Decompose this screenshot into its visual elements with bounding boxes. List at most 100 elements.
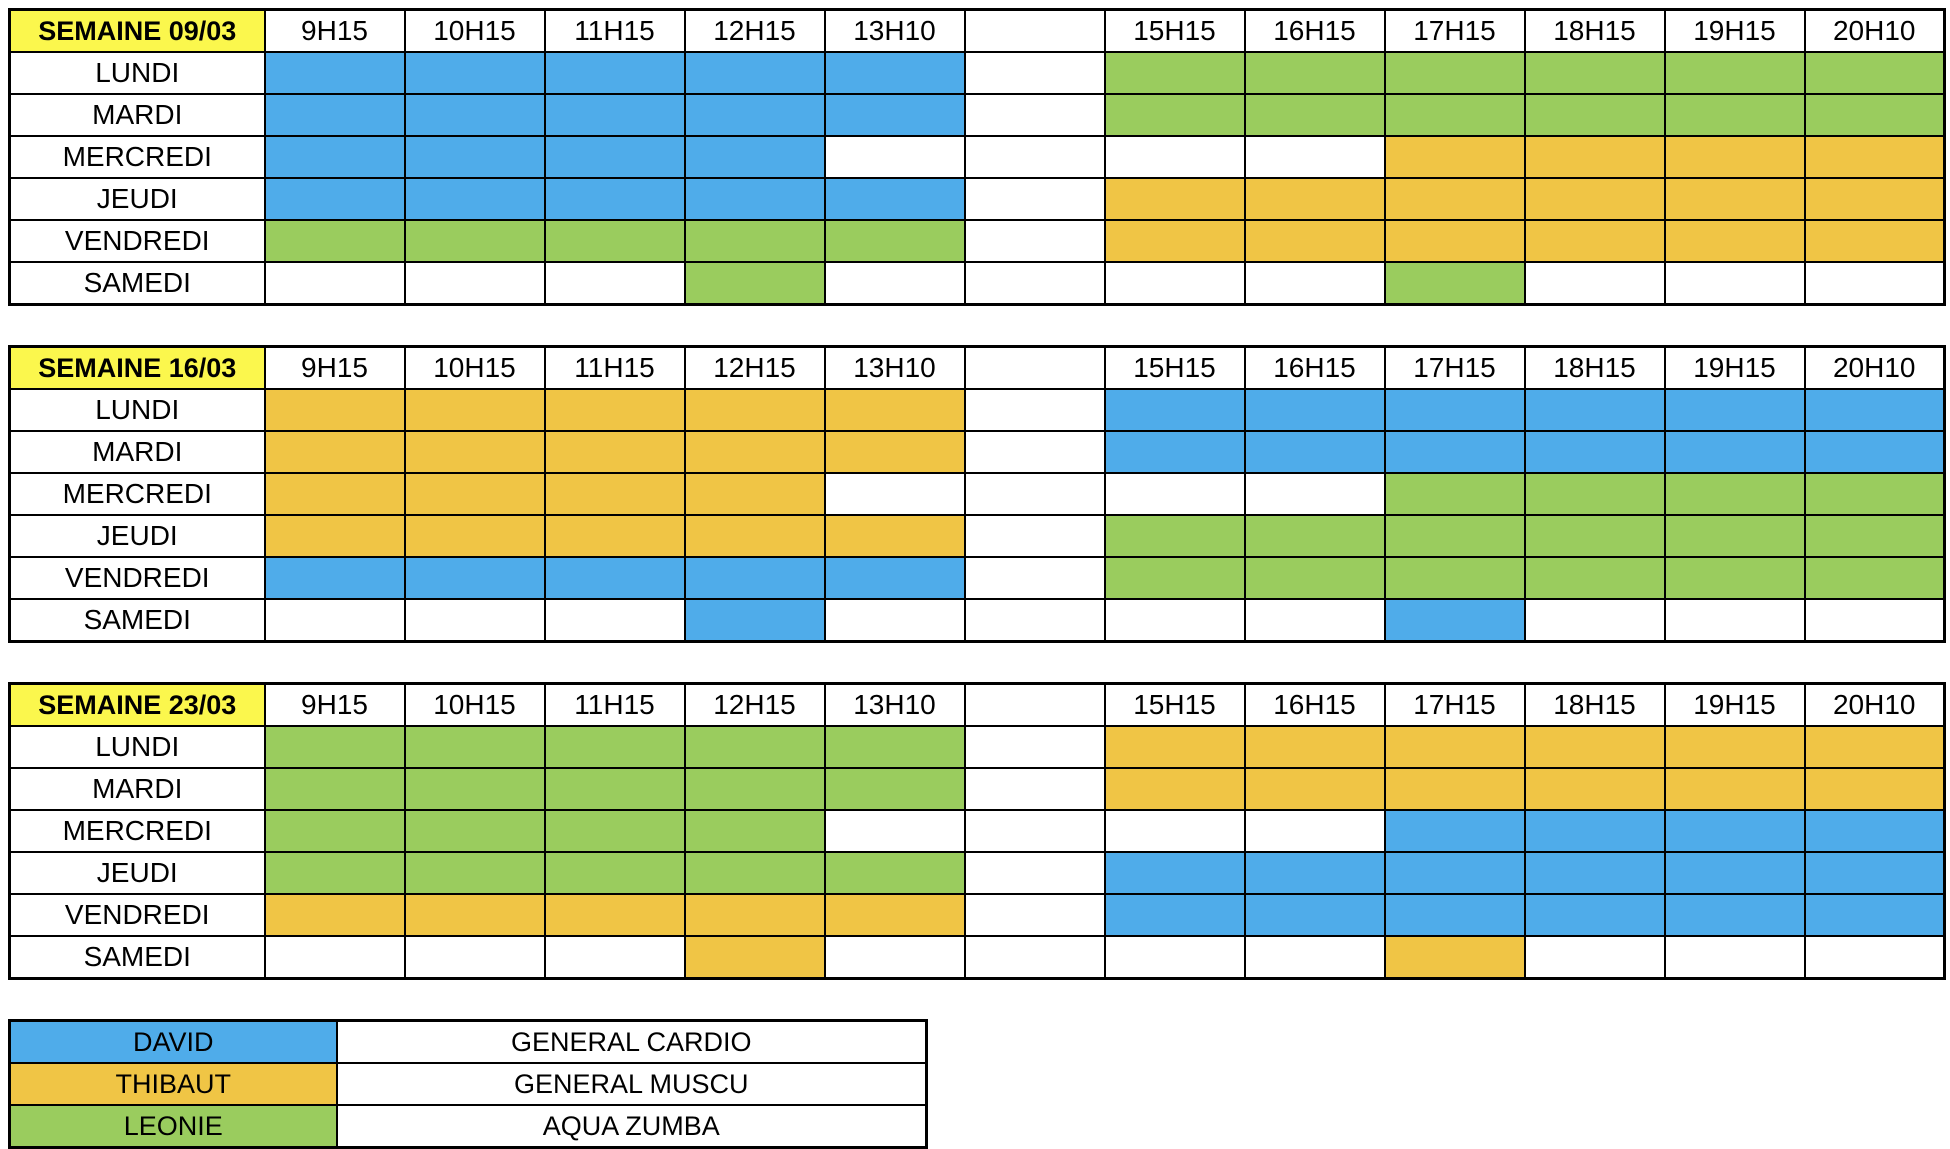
slot-david (1103, 893, 1246, 937)
time-header: 16H15 (1243, 345, 1386, 390)
slot-empty (543, 261, 686, 306)
slot-thibaut (823, 893, 966, 937)
slot-david (823, 93, 966, 137)
slot-david (543, 177, 686, 221)
slot-empty (263, 935, 406, 980)
time-header: 19H15 (1663, 682, 1806, 727)
slot-leonie (683, 851, 826, 895)
slot-empty (963, 809, 1106, 853)
slot-david (1383, 851, 1526, 895)
slot-empty (1243, 809, 1386, 853)
slot-leonie (1103, 514, 1246, 558)
slot-thibaut (1383, 177, 1526, 221)
slot-empty (1103, 472, 1246, 516)
slot-leonie (1383, 93, 1526, 137)
slot-leonie (1803, 472, 1946, 516)
day-label: SAMEDI (8, 935, 266, 980)
slot-empty (1103, 598, 1246, 643)
slot-empty (823, 809, 966, 853)
time-header: 15H15 (1103, 682, 1246, 727)
slot-thibaut (263, 893, 406, 937)
slot-david (403, 135, 546, 179)
slot-leonie (1103, 51, 1246, 95)
slot-leonie (543, 809, 686, 853)
slot-leonie (543, 851, 686, 895)
time-header: 16H15 (1243, 8, 1386, 53)
legend-name: THIBAUT (8, 1062, 338, 1106)
slot-david (1663, 388, 1806, 432)
slot-leonie (403, 219, 546, 263)
slot-empty (1243, 135, 1386, 179)
slot-empty (1243, 598, 1386, 643)
slot-thibaut (1243, 219, 1386, 263)
slot-david (543, 135, 686, 179)
slot-leonie (1803, 93, 1946, 137)
slot-empty (963, 219, 1106, 263)
slot-empty (963, 598, 1106, 643)
slot-thibaut (1523, 725, 1666, 769)
slot-empty (823, 261, 966, 306)
time-header: 10H15 (403, 682, 546, 727)
slot-empty (963, 430, 1106, 474)
slot-leonie (1383, 51, 1526, 95)
slot-empty (963, 767, 1106, 811)
slot-empty (1243, 261, 1386, 306)
time-header: 20H10 (1803, 682, 1946, 727)
slot-empty (403, 261, 546, 306)
day-label: LUNDI (8, 51, 266, 95)
time-header: 16H15 (1243, 682, 1386, 727)
slot-thibaut (1103, 177, 1246, 221)
day-label: LUNDI (8, 388, 266, 432)
slot-leonie (1663, 93, 1806, 137)
slot-empty (963, 893, 1106, 937)
slot-leonie (1523, 472, 1666, 516)
slot-empty (1803, 935, 1946, 980)
slot-empty (1523, 261, 1666, 306)
slot-david (683, 556, 826, 600)
gap-header (963, 8, 1106, 53)
slot-leonie (1663, 514, 1806, 558)
day-label: VENDREDI (8, 893, 266, 937)
slot-david (1243, 893, 1386, 937)
slot-leonie (1243, 51, 1386, 95)
slot-empty (963, 177, 1106, 221)
slot-david (263, 135, 406, 179)
time-header: 12H15 (683, 345, 826, 390)
slot-leonie (1243, 93, 1386, 137)
slot-david (543, 93, 686, 137)
slot-david (1523, 893, 1666, 937)
slot-leonie (823, 219, 966, 263)
slot-empty (963, 725, 1106, 769)
slot-leonie (1523, 556, 1666, 600)
day-label: JEUDI (8, 514, 266, 558)
slot-thibaut (543, 893, 686, 937)
slot-david (403, 51, 546, 95)
slot-empty (963, 135, 1106, 179)
slot-david (403, 93, 546, 137)
slot-leonie (1523, 514, 1666, 558)
slot-david (683, 135, 826, 179)
slot-david (1523, 851, 1666, 895)
slot-leonie (403, 767, 546, 811)
slot-david (683, 598, 826, 643)
slot-thibaut (1383, 935, 1526, 980)
legend-activity: AQUA ZUMBA (335, 1104, 928, 1149)
slot-david (1383, 388, 1526, 432)
slot-leonie (683, 219, 826, 263)
slot-thibaut (263, 514, 406, 558)
slot-david (823, 177, 966, 221)
slot-empty (1103, 935, 1246, 980)
slot-thibaut (1243, 725, 1386, 769)
slot-thibaut (403, 472, 546, 516)
slot-leonie (1803, 514, 1946, 558)
slot-thibaut (1803, 219, 1946, 263)
slot-thibaut (683, 935, 826, 980)
slot-david (1103, 388, 1246, 432)
time-header: 9H15 (263, 345, 406, 390)
slot-leonie (683, 809, 826, 853)
slot-leonie (403, 851, 546, 895)
slot-david (1383, 809, 1526, 853)
slot-leonie (1103, 556, 1246, 600)
slot-empty (963, 93, 1106, 137)
slot-david (403, 177, 546, 221)
